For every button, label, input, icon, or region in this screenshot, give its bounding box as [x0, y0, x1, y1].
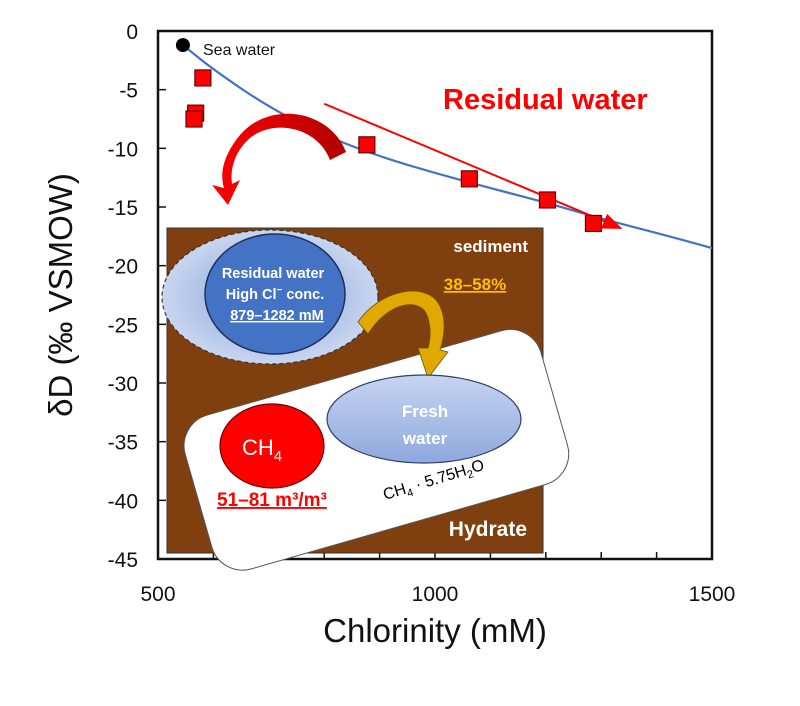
- y-tick-label: -25: [108, 314, 138, 337]
- y-tick-label: -45: [108, 549, 138, 572]
- trend-arrow: [323, 102, 623, 230]
- trend-label: Residual water: [443, 84, 648, 116]
- y-tick-label: -15: [108, 197, 138, 220]
- residual-water-label-2: High Cl− conc.: [226, 285, 325, 303]
- tick-labels: 500 1000 1500 0 -5 -10 -15 -20 -25 -30 -35 -40 -45: [108, 21, 736, 606]
- y-tick-label: -10: [108, 138, 138, 161]
- y-tick-label: -20: [108, 256, 138, 279]
- porosity-label: 38–58%: [444, 275, 506, 294]
- curved-red-arrow: [212, 113, 346, 205]
- sample-point: [194, 69, 212, 87]
- sea-water-label: Sea water: [203, 42, 276, 59]
- residual-water-label-1: Residual water: [222, 266, 325, 282]
- y-tick-label: -35: [108, 432, 138, 455]
- sample-point: [358, 136, 376, 154]
- ch4-circle: [219, 403, 325, 489]
- sample-point: [185, 110, 203, 128]
- inset-diagram: Residual water High Cl− conc. 879–1282 m…: [161, 227, 570, 571]
- fresh-water-label-1: Fresh: [402, 402, 448, 421]
- gas-content-label: 51–81 m³/m³: [217, 490, 327, 511]
- data-points: [175, 38, 603, 233]
- x-tick-label: 1500: [689, 583, 736, 606]
- residual-water-label-3: 879–1282 mM: [230, 308, 324, 324]
- residual-water-circle: [204, 233, 346, 355]
- gold-arrow: [357, 290, 449, 379]
- sample-point: [460, 170, 478, 188]
- y-tick-label: 0: [126, 21, 138, 44]
- hydrate-label: Hydrate: [449, 518, 527, 541]
- sea-water-point: [175, 38, 190, 53]
- y-tick-label: -40: [108, 490, 138, 513]
- ch4-label: CH4: [242, 435, 282, 465]
- fresh-water-ellipse: [326, 374, 522, 464]
- x-axis-title: Chlorinity (mM): [323, 612, 547, 649]
- x-tick-label: 1000: [412, 583, 459, 606]
- y-tick-label: -30: [108, 373, 138, 396]
- x-tick-label: 500: [140, 583, 175, 606]
- y-tick-label: -5: [119, 80, 138, 103]
- sample-point: [538, 191, 557, 209]
- sample-point: [584, 214, 603, 233]
- sediment-label: sediment: [453, 237, 528, 256]
- y-axis-title: δD (‰ VSMOW): [42, 173, 79, 417]
- fresh-water-label-2: water: [402, 429, 448, 448]
